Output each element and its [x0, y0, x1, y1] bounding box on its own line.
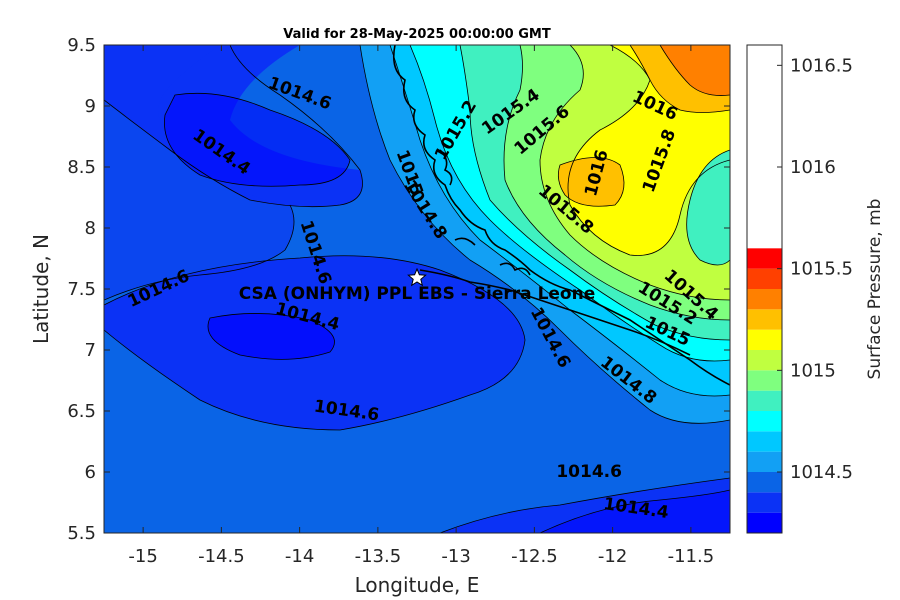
x-tick-label: -11.5	[668, 546, 715, 567]
colorbar-segment	[747, 472, 782, 493]
colorbar-segment	[747, 492, 782, 513]
colorbar-segment	[747, 411, 782, 432]
colorbar-segment	[747, 451, 782, 472]
x-tick-label: -13.5	[355, 546, 402, 567]
colorbar-segment	[747, 370, 782, 391]
colorbar-segment	[747, 309, 782, 330]
chart-title: Valid for 28-May-2025 00:00:00 GMT	[283, 27, 551, 42]
colorbar-segment	[747, 248, 782, 269]
y-tick-label: 8	[85, 218, 96, 239]
colorbar-segment	[747, 289, 782, 310]
y-tick-label: 5.5	[67, 523, 96, 544]
colorbar-label: Surface Pressure, mb	[865, 199, 885, 380]
y-tick-label: 7	[85, 340, 96, 361]
y-tick-label: 9.5	[67, 35, 96, 56]
green-tongue	[686, 150, 730, 265]
band-1016.4	[660, 45, 730, 96]
x-tick-label: -14.5	[198, 546, 245, 567]
colorbar-tick-label: 1016	[790, 157, 836, 178]
colorbar-tick-label: 1015	[790, 360, 836, 381]
colorbar-segment	[747, 329, 782, 350]
station-marker-group: CSA (ONHYM) PPL EBS - Sierra Leone	[239, 267, 596, 304]
x-tick-label: -14	[285, 546, 314, 567]
x-axis: -15 -14.5 -14 -13.5 -13 -12.5 -12 -11.5	[128, 45, 714, 567]
station-star-icon	[407, 267, 427, 287]
colorbar-tick-label: 1015.5	[790, 259, 853, 280]
colorbar-tick-label: 1016.5	[790, 55, 853, 76]
low-core-central	[208, 313, 335, 360]
colorbar-segment	[747, 390, 782, 411]
y-axis: 5.5 6 6.5 7 7.5 8 8.5 9 9.5	[67, 35, 730, 544]
low-core-south	[540, 490, 730, 533]
station-label: CSA (ONHYM) PPL EBS - Sierra Leone	[239, 284, 596, 304]
y-tick-label: 7.5	[67, 279, 96, 300]
high-core-1016.1	[558, 157, 624, 207]
y-axis-label: Latitude, N	[29, 234, 53, 344]
contour-label: 1014.6	[556, 462, 622, 482]
y-tick-label: 9	[85, 96, 96, 117]
low-core-north	[164, 93, 350, 187]
colorbar-tick-label: 1014.5	[790, 462, 853, 483]
x-tick-label: -12.5	[511, 546, 558, 567]
x-axis-label: Longitude, E	[355, 573, 480, 597]
colorbar-segment	[747, 350, 782, 371]
coastline	[392, 45, 730, 386]
x-tick-label: -15	[128, 546, 157, 567]
colorbar-segment	[747, 268, 782, 289]
y-tick-label: 6.5	[67, 401, 96, 422]
colorbar-segment	[747, 431, 782, 452]
y-tick-label: 6	[85, 462, 96, 483]
contour-field	[104, 45, 730, 533]
x-tick-label: -12	[598, 546, 627, 567]
colorbar-frame	[746, 44, 783, 534]
colorbar-segment	[747, 512, 782, 533]
y-tick-label: 8.5	[67, 157, 96, 178]
x-tick-label: -13	[441, 546, 470, 567]
colorbar: 1014.5 1015 1015.5 1016 1016.5	[746, 44, 853, 534]
